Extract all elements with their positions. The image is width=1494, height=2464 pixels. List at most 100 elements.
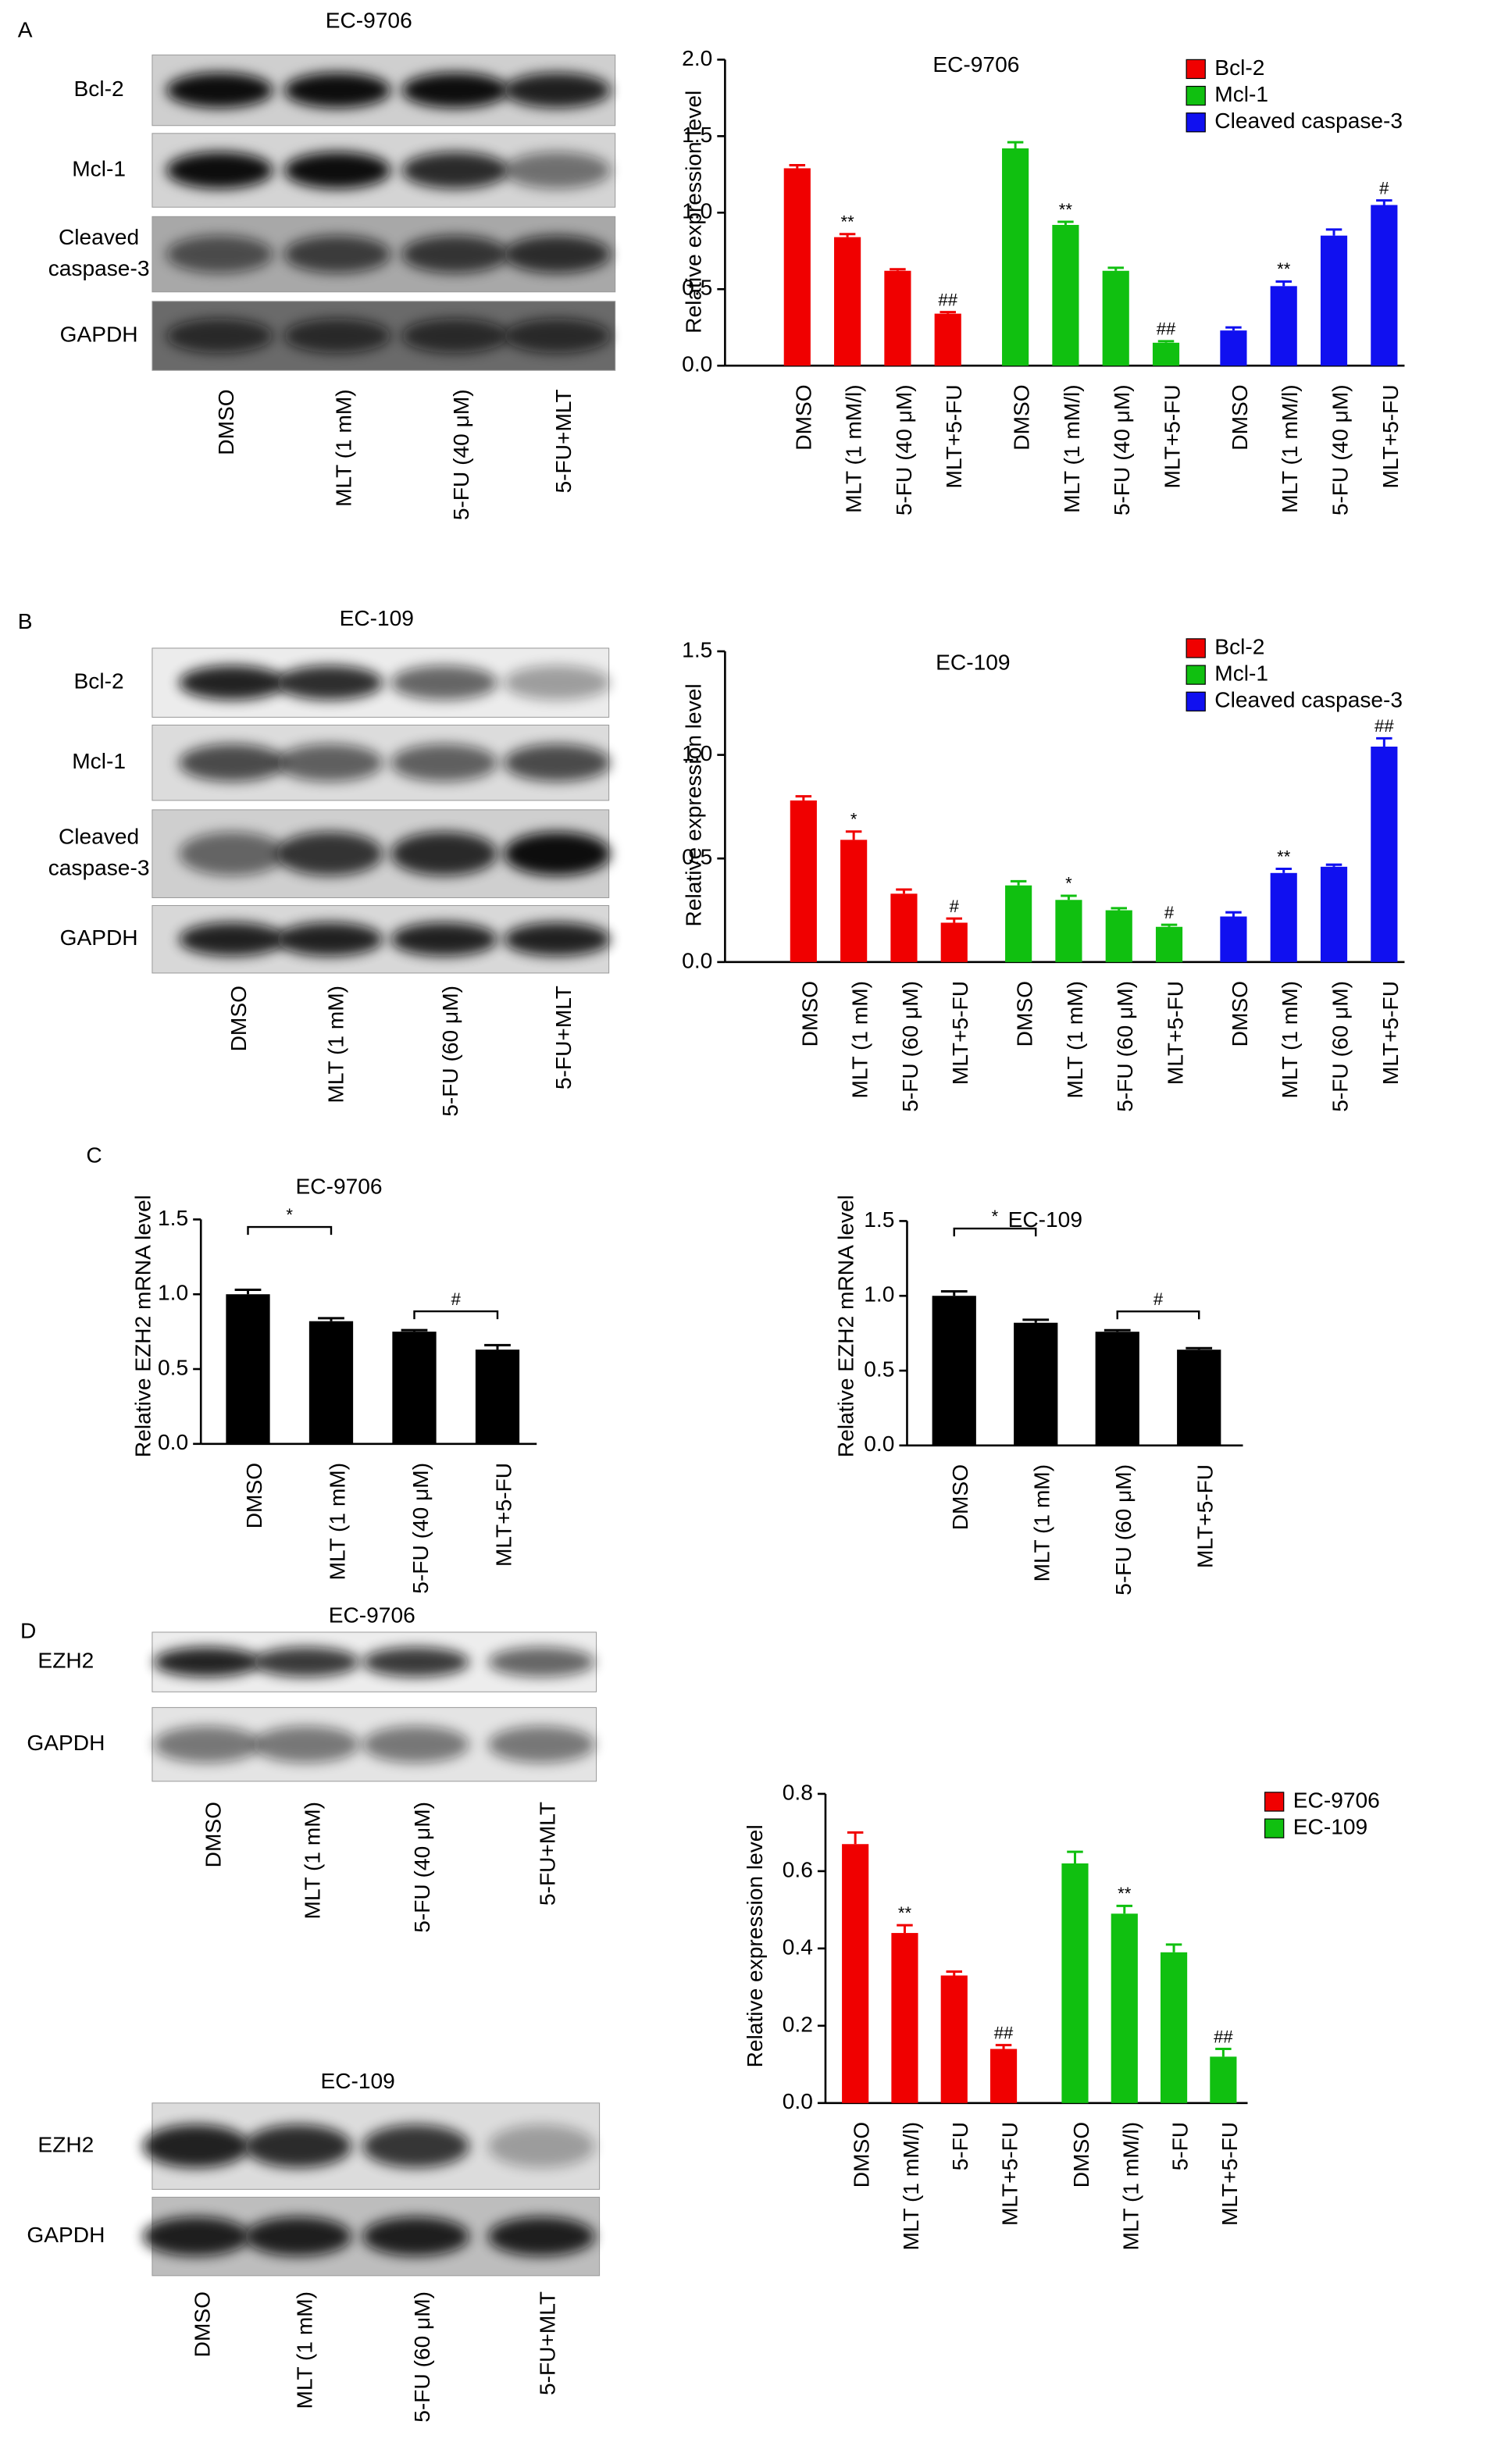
bar <box>1270 286 1297 366</box>
comparison-label: * <box>286 1205 293 1225</box>
significance-label: ** <box>1277 259 1291 279</box>
bar-chart: 0.0 0.2 0.4 0.6 0.8 Relative expression level… <box>743 1780 1380 2113</box>
blot-band <box>487 2216 595 2256</box>
bar <box>1052 224 1079 366</box>
blot-band <box>276 743 383 782</box>
x-tick-label: MLT (1 mM/l) <box>842 384 866 513</box>
x-tick-label: DMSO <box>1013 981 1037 1047</box>
x-tick-label: MLT (1 mM/l) <box>1118 2122 1143 2251</box>
blot-row-label: caspase-3 <box>48 256 150 280</box>
panel-letter: B <box>18 609 33 633</box>
bar <box>934 313 961 366</box>
blot-band <box>283 235 391 273</box>
blot-band <box>504 743 611 782</box>
significance-label: ## <box>994 2023 1014 2042</box>
blot-band <box>504 665 611 701</box>
x-tick-label: 5-FU (40 μM) <box>408 1463 433 1594</box>
x-tick-label: MLT (1 mM/l) <box>1060 384 1084 513</box>
y-axis-label: Relative EZH2 mRNA level <box>834 1195 858 1457</box>
significance-label: # <box>1379 178 1389 198</box>
x-tick-label: DMSO <box>1069 2122 1093 2188</box>
legend-swatch <box>1186 85 1206 106</box>
comparison-label: # <box>451 1289 462 1309</box>
bar <box>1061 1863 1089 2103</box>
x-tick-label: DMSO <box>797 981 822 1047</box>
panel-letter: D <box>20 1618 36 1642</box>
blot-title: EC-9706 <box>329 1603 415 1627</box>
bar <box>475 1350 520 1444</box>
y-tick-label: 0.5 <box>864 1357 894 1381</box>
bar <box>1177 1350 1221 1446</box>
y-tick-label: 1.5 <box>158 1206 188 1230</box>
bar <box>1005 885 1032 962</box>
bar <box>989 2049 1018 2103</box>
bar <box>1095 1332 1139 1446</box>
blot-band <box>179 743 286 782</box>
legend-label: EC-109 <box>1293 1815 1367 1839</box>
x-tick-label: MLT+5-FU <box>1218 2122 1242 2226</box>
bar <box>783 168 811 366</box>
blot-title: EC-9706 <box>326 9 412 33</box>
significance-label: * <box>850 810 858 829</box>
bar <box>1371 205 1398 366</box>
bar <box>226 1294 270 1444</box>
significance-label: ## <box>938 290 957 309</box>
blot-lane-label: MLT (1 mM) <box>292 2291 316 2409</box>
x-tick-label: MLT+5-FU <box>1193 1464 1218 1568</box>
blot-band <box>362 2216 469 2256</box>
chart-title: EC-9706 <box>296 1175 383 1199</box>
y-tick-label: 1.0 <box>682 199 712 223</box>
legend-label: Cleaved caspase-3 <box>1214 688 1403 712</box>
y-tick-label: 0.5 <box>682 845 712 869</box>
blot-band <box>179 665 286 701</box>
blot-band <box>487 1647 595 1678</box>
blot-band <box>283 152 391 189</box>
blot-band <box>179 832 286 876</box>
blot-band <box>276 832 383 876</box>
y-tick-label: 0.2 <box>783 2012 813 2036</box>
x-tick-label: MLT+5-FU <box>1161 384 1185 488</box>
y-tick-label: 1.5 <box>682 123 712 147</box>
x-tick-label: MLT+5-FU <box>1164 981 1188 1085</box>
blot-band <box>504 235 611 273</box>
blot-band <box>504 832 611 876</box>
blot-lane-label: 5-FU (60 μM) <box>438 986 462 1117</box>
bar <box>842 1844 869 2103</box>
blot-title: EC-109 <box>340 606 414 630</box>
bar <box>308 1321 354 1444</box>
y-tick-label: 0.0 <box>682 948 712 972</box>
bar <box>1210 2056 1237 2103</box>
y-tick-label: 0.0 <box>783 2089 813 2113</box>
blot-lane-label: DMSO <box>214 389 238 455</box>
bar <box>834 237 861 366</box>
x-tick-label: 5-FU <box>1168 2122 1193 2171</box>
blot-band <box>166 72 273 109</box>
x-tick-label: DMSO <box>948 1464 972 1530</box>
blot-band <box>401 318 509 354</box>
blot-band <box>487 2124 595 2168</box>
blot-row-label: GAPDH <box>27 1731 105 1755</box>
blot-row-label: Mcl-1 <box>72 749 126 773</box>
chart-title: EC-109 <box>1008 1207 1082 1232</box>
bar <box>392 1332 437 1444</box>
x-tick-label: 5-FU (60 μM) <box>1111 1464 1136 1596</box>
chart-title: EC-109 <box>936 650 1010 674</box>
y-tick-label: 1.0 <box>864 1282 894 1307</box>
x-tick-label: DMSO <box>1228 384 1252 450</box>
blot-band <box>390 665 497 701</box>
bar <box>790 800 817 962</box>
significance-label: ** <box>898 1903 912 1923</box>
y-tick-label: 1.5 <box>864 1207 894 1232</box>
legend-swatch <box>1186 638 1206 658</box>
y-axis-label: Relative expression level <box>743 1824 767 2067</box>
blot-lane-label: 5-FU (40 μM) <box>449 389 473 520</box>
y-tick-label: 0.0 <box>864 1432 894 1456</box>
blot-row-label: Cleaved <box>59 825 139 849</box>
y-tick-label: 0.5 <box>682 276 712 300</box>
y-tick-label: 1.0 <box>158 1281 188 1305</box>
blot-band <box>362 2124 469 2168</box>
y-tick-label: 1.0 <box>682 741 712 765</box>
x-tick-label: 5-FU (60 μM) <box>1328 981 1353 1112</box>
y-tick-label: 0.4 <box>783 1934 813 1959</box>
